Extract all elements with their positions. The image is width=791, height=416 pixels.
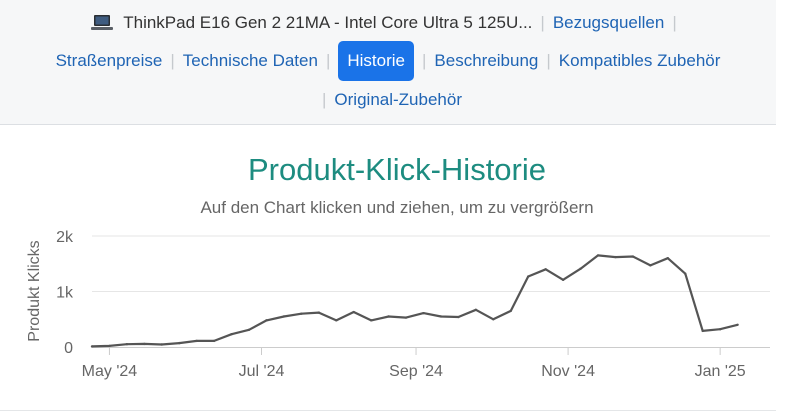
data-point	[736, 323, 739, 326]
section-divider	[0, 410, 776, 411]
data-point	[160, 343, 163, 346]
y-axis-label: Produkt Klicks	[26, 240, 43, 341]
data-point	[509, 309, 512, 313]
nav-separator: |	[421, 51, 427, 70]
data-point	[474, 308, 478, 312]
data-point	[649, 264, 652, 267]
data-point	[195, 339, 198, 343]
x-tick-label: May '24	[82, 363, 138, 380]
nav-separator: |	[540, 13, 545, 32]
nav-separator: |	[325, 51, 331, 70]
data-point	[212, 339, 216, 343]
tab-specs[interactable]: Technische Daten	[182, 51, 318, 70]
tab-original-accessories[interactable]: Original-Zubehör	[334, 90, 462, 109]
tab-accessories[interactable]: Kompatibles Zubehör	[558, 51, 721, 70]
nav-separator: |	[546, 51, 551, 70]
data-point	[422, 311, 425, 315]
tab-history[interactable]: Historie	[338, 41, 414, 81]
data-point	[90, 345, 94, 348]
data-point	[265, 319, 268, 322]
nav-separator: |	[170, 51, 175, 70]
nav-separator: |	[672, 13, 677, 32]
series-line	[91, 254, 738, 348]
click-history-chart[interactable]: Produkt-Klick-Historie Auf den Chart kli…	[0, 128, 776, 410]
data-point	[684, 272, 687, 275]
data-point	[527, 275, 530, 278]
data-point	[282, 315, 286, 318]
data-point	[178, 341, 181, 345]
x-tick-label: Sep '24	[389, 363, 443, 380]
x-tick-label: Nov '24	[541, 363, 595, 380]
data-point	[701, 329, 704, 333]
data-point	[300, 312, 303, 315]
nav-separator: |	[322, 90, 327, 109]
data-point	[108, 344, 111, 348]
data-point	[247, 328, 251, 331]
y-tick-label: 1k	[56, 285, 74, 302]
tab-prices[interactable]: Straßenpreise	[55, 51, 163, 70]
data-point	[492, 318, 495, 321]
x-tick-label: Jul '24	[239, 363, 285, 380]
product-title: ThinkPad E16 Gen 2 21MA - Intel Core Ult…	[123, 13, 533, 32]
data-point	[352, 310, 355, 314]
tab-sources[interactable]: Bezugsquellen	[552, 13, 665, 32]
tab-description[interactable]: Beschreibung	[434, 51, 539, 70]
data-point	[335, 319, 338, 322]
nav-row-3: | Original-Zubehör	[0, 85, 776, 115]
laptop-icon	[91, 14, 114, 32]
data-point	[317, 311, 321, 314]
nav-row-1: ThinkPad E16 Gen 2 21MA - Intel Core Ult…	[0, 8, 776, 38]
chart-subtitle: Auf den Chart klicken und ziehen, um zu …	[200, 198, 593, 217]
data-point	[143, 342, 146, 346]
data-point	[439, 315, 443, 318]
data-point	[544, 268, 547, 271]
data-point	[631, 255, 635, 258]
data-point	[579, 267, 582, 270]
y-tick-label: 2k	[56, 229, 74, 246]
chart-title: Produkt-Klick-Historie	[248, 152, 546, 187]
data-point	[614, 255, 617, 259]
data-point	[369, 319, 373, 322]
data-point	[718, 328, 722, 331]
x-tick-label: Jan '25	[695, 363, 746, 380]
data-point	[387, 315, 390, 318]
data-point	[404, 316, 408, 319]
data-point	[230, 333, 233, 336]
data-point	[561, 278, 565, 282]
data-point	[457, 315, 460, 319]
data-point	[666, 257, 670, 260]
data-point	[125, 343, 129, 346]
data-point	[596, 254, 600, 257]
y-tick-label: 0	[64, 340, 73, 357]
product-nav: ThinkPad E16 Gen 2 21MA - Intel Core Ult…	[0, 0, 776, 125]
nav-row-2: Straßenpreise | Technische Daten | Histo…	[0, 41, 776, 81]
